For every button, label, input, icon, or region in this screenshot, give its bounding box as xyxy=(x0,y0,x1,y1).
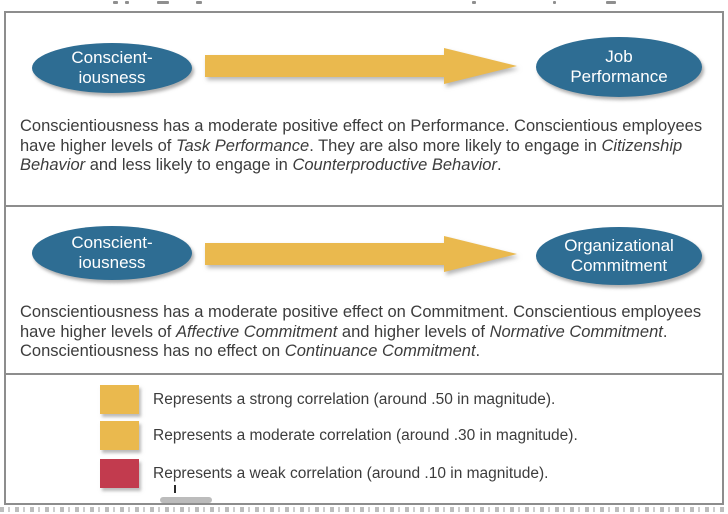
arrow-head-icon xyxy=(444,236,517,272)
legend-item-strong: Represents a strong correlation (around … xyxy=(100,385,555,414)
node-label: Conscient- iousness xyxy=(71,48,153,87)
job-performance-node: Job Performance xyxy=(536,37,702,97)
remnant-mark xyxy=(125,1,129,4)
legend-item-moderate: Represents a moderate correlation (aroun… xyxy=(100,421,578,450)
node-label: Organizational Commitment xyxy=(564,236,674,275)
conscientiousness-node: Conscient- iousness xyxy=(32,226,192,280)
conscientiousness-node: Conscient- iousness xyxy=(32,43,192,93)
remnant-mark xyxy=(553,1,556,4)
moderate-correlation-swatch xyxy=(100,421,139,450)
performance-description: Conscientiousness has a moderate positiv… xyxy=(20,117,703,174)
legend-label: Represents a moderate correlation (aroun… xyxy=(153,426,578,444)
cropped-text-remnant-bottom xyxy=(0,507,728,512)
text-cursor-artifact xyxy=(174,485,176,493)
weak-correlation-swatch xyxy=(100,459,139,488)
panel-performance: Conscient- iousness Job Performance Cons… xyxy=(6,13,722,205)
remnant-mark xyxy=(472,1,476,4)
legend-label: Represents a strong correlation (around … xyxy=(153,390,556,408)
node-label: Job Performance xyxy=(570,47,668,86)
remnant-mark xyxy=(196,1,202,4)
figure-box: Conscient- iousness Job Performance Cons… xyxy=(4,11,724,505)
legend-panel: Represents a strong correlation (around … xyxy=(6,373,722,503)
smudge-artifact xyxy=(160,497,212,503)
remnant-mark xyxy=(606,1,616,4)
arrow-shaft xyxy=(205,55,445,77)
strong-correlation-swatch xyxy=(100,385,139,414)
node-label: Conscient- iousness xyxy=(71,233,153,272)
remnant-mark xyxy=(113,1,118,4)
panel-commitment: Conscient- iousness Organizational Commi… xyxy=(6,205,722,373)
commitment-description: Conscientiousness has a moderate positiv… xyxy=(20,303,702,360)
legend-item-weak: Represents a weak correlation (around .1… xyxy=(100,459,548,488)
arrow-shaft xyxy=(205,243,445,265)
arrow-head-icon xyxy=(444,48,517,84)
legend-label: Represents a weak correlation (around .1… xyxy=(153,464,549,482)
remnant-mark xyxy=(157,1,169,4)
organizational-commitment-node: Organizational Commitment xyxy=(536,227,702,285)
